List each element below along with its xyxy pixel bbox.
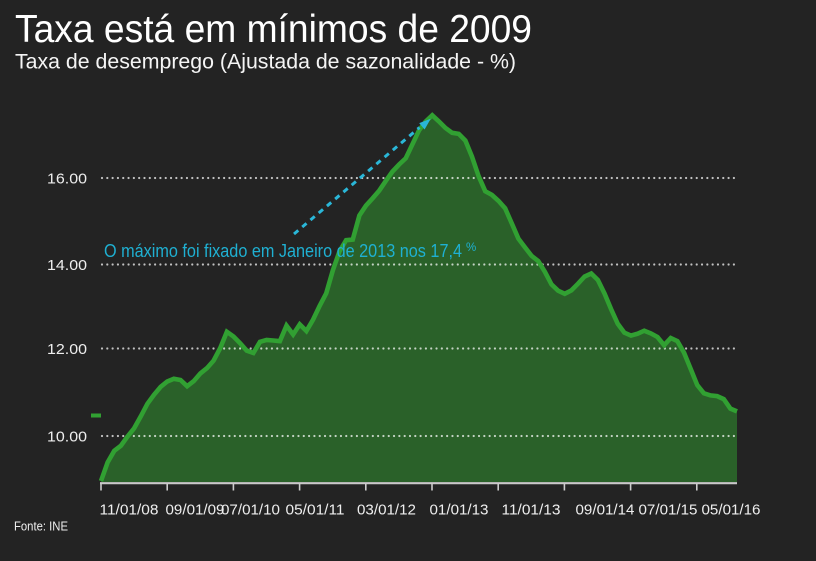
svg-text:09/01/09: 09/01/09 bbox=[166, 503, 225, 519]
svg-text:11/01/13: 11/01/13 bbox=[502, 503, 561, 519]
svg-text:O máximo foi fixado em Janeiro: O máximo foi fixado em Janeiro de 2013 n… bbox=[104, 241, 462, 261]
svg-text:Taxa está em mínimos de 2009: Taxa está em mínimos de 2009 bbox=[15, 8, 532, 51]
svg-text:Fonte: INE: Fonte: INE bbox=[14, 520, 68, 534]
svg-text:10.00: 10.00 bbox=[47, 428, 87, 445]
svg-text:05/01/16: 05/01/16 bbox=[702, 503, 761, 519]
svg-text:16.00: 16.00 bbox=[47, 170, 87, 187]
svg-text:07/01/10: 07/01/10 bbox=[221, 503, 280, 519]
svg-text:%: % bbox=[466, 242, 476, 254]
svg-text:05/01/11: 05/01/11 bbox=[286, 503, 345, 519]
svg-text:07/01/15: 07/01/15 bbox=[639, 503, 698, 519]
svg-text:03/01/12: 03/01/12 bbox=[357, 503, 416, 519]
svg-text:12.00: 12.00 bbox=[47, 341, 87, 358]
svg-text:14.00: 14.00 bbox=[47, 257, 87, 274]
svg-text:01/01/13: 01/01/13 bbox=[430, 503, 489, 519]
svg-text:09/01/14: 09/01/14 bbox=[576, 503, 635, 519]
svg-text:11/01/08: 11/01/08 bbox=[100, 503, 159, 519]
svg-text:Taxa de desemprego (Ajustada d: Taxa de desemprego (Ajustada de sazonali… bbox=[15, 50, 516, 74]
